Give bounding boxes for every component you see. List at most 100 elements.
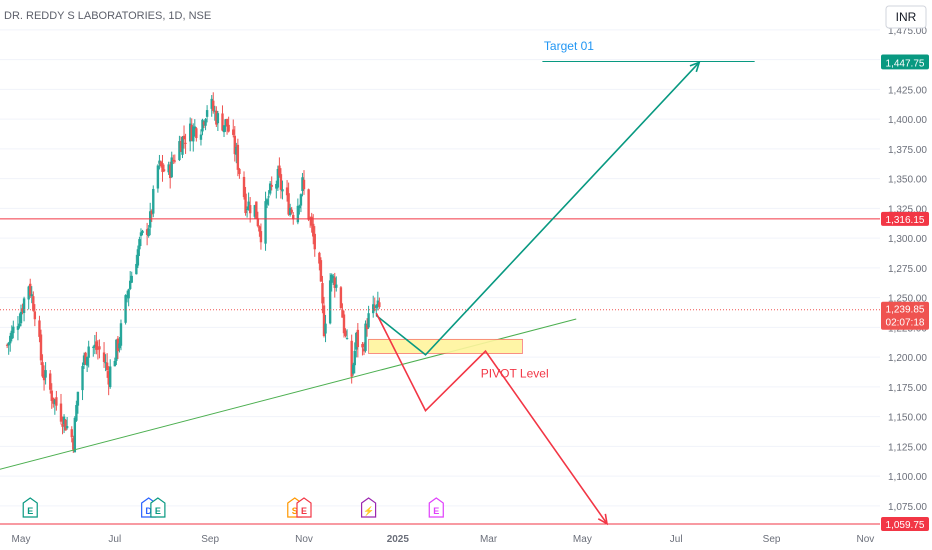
candle-body [168,165,172,179]
candle-body [259,231,263,243]
candle-body [328,280,332,324]
candle-body [307,189,310,220]
candle-body [372,304,375,314]
candle-body [10,330,13,339]
candle-body [268,183,272,194]
candle-body [344,330,347,336]
candle-body [287,193,290,215]
candle-body [115,339,118,361]
y-tick-label: 1,100.00 [888,472,927,483]
candle-body [256,218,260,227]
candle-body [65,426,69,429]
candle-body [19,311,23,324]
candle-body [233,135,236,155]
event-marker [150,497,166,518]
candle-body [119,323,123,346]
candle-body [292,214,295,220]
candle-body [213,110,216,112]
candle-body [44,370,47,378]
candle-body [12,326,15,334]
currency-button[interactable]: INR [885,5,927,29]
candle-body [136,249,140,266]
candle-body [355,332,358,350]
candle-body [96,348,100,350]
candle-body [93,344,97,347]
candle-body [82,355,86,366]
candle-body [42,374,46,381]
candle-body [205,110,209,117]
candle-body [159,161,163,167]
currency-label: INR [896,10,917,24]
candle-body [27,286,30,300]
candle-body [22,298,26,314]
candle-body [342,314,346,334]
candle-body [98,346,101,350]
candle-body [9,335,12,344]
candle-body [29,283,32,296]
x-tick-label: Jul [670,534,683,545]
candle-body [156,165,160,189]
candle-body [258,226,261,232]
candle-body [319,260,323,282]
countdown-label: 02:07:18 [886,318,925,329]
candle-body [312,223,315,237]
y-tick-label: 1,150.00 [888,413,927,424]
candle-body [204,119,207,126]
bearish-path [375,312,608,525]
drawings: PIVOT Level Target 01 [0,39,880,526]
candle-body [225,118,229,127]
candle-body [158,160,161,164]
candle-body [167,164,170,173]
x-tick-label: 2025 [387,534,410,545]
event-letter: D [145,506,152,516]
event-letter: E [433,506,439,516]
candle-body [118,343,121,349]
price-badge-label: 1,316.15 [886,215,925,226]
candle-body [64,419,67,431]
candle-body [199,134,203,140]
candle-body [267,196,270,198]
candle-body [210,98,213,109]
candle-body [181,136,184,155]
candle-body [161,163,164,172]
candle-body [356,329,360,348]
candle-body [290,209,293,213]
candle-body [16,326,20,330]
candle-body [92,346,95,348]
candle-body [247,201,250,210]
bearish-path-arrowhead [597,513,609,526]
y-tick-label: 1,200.00 [888,353,927,364]
candle-body [52,397,55,404]
candle-body [224,119,227,127]
candle-body [324,323,327,334]
candle-body [373,306,376,309]
bullish-path [375,61,700,356]
event-letter: E [301,506,307,516]
x-tick-label: May [12,534,31,545]
candle-body [7,342,10,346]
event-letter: E [155,506,161,516]
candle-body [270,184,273,187]
candle-body [39,334,43,361]
candle-body [222,125,226,133]
candle-body [107,371,110,385]
x-tick-label: Nov [856,534,874,545]
candle-body [59,403,63,422]
candle-body [5,344,9,346]
candle-body [332,276,335,279]
candle-body [147,228,150,236]
candle-body [70,429,73,438]
y-tick-label: 1,275.00 [888,264,927,275]
candle-body [301,177,304,191]
candle-body [178,141,181,161]
price-axis: 1,475.001,450.001,425.001,400.001,375.00… [881,26,929,531]
candle-body [212,100,215,111]
candle-body [352,364,355,374]
last-price-label: 1,239.85 [886,305,925,316]
candle-body [195,128,198,139]
pivot-label: PIVOT Level [481,366,549,380]
candle-body [313,233,316,250]
candle-body [232,129,235,135]
candle-body [333,277,336,288]
